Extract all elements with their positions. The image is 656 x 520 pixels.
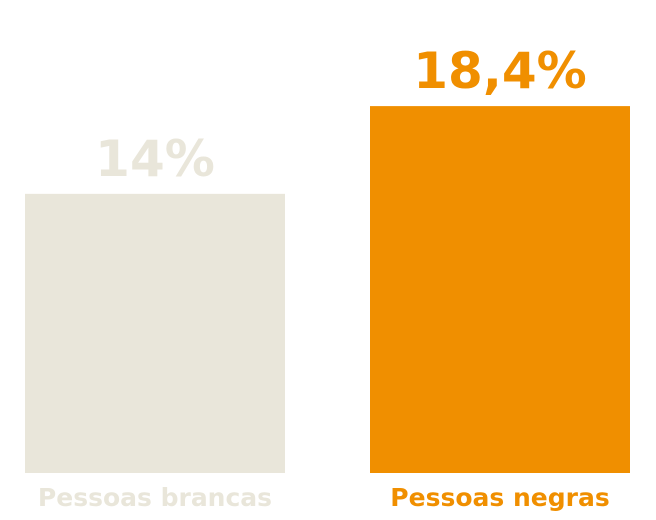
category-label: Pessoas brancas — [38, 483, 272, 512]
value-label: 14% — [95, 130, 215, 188]
bar — [25, 193, 285, 473]
value-label: 18,4% — [413, 42, 586, 100]
bar — [370, 106, 630, 473]
category-label: Pessoas negras — [390, 483, 609, 512]
